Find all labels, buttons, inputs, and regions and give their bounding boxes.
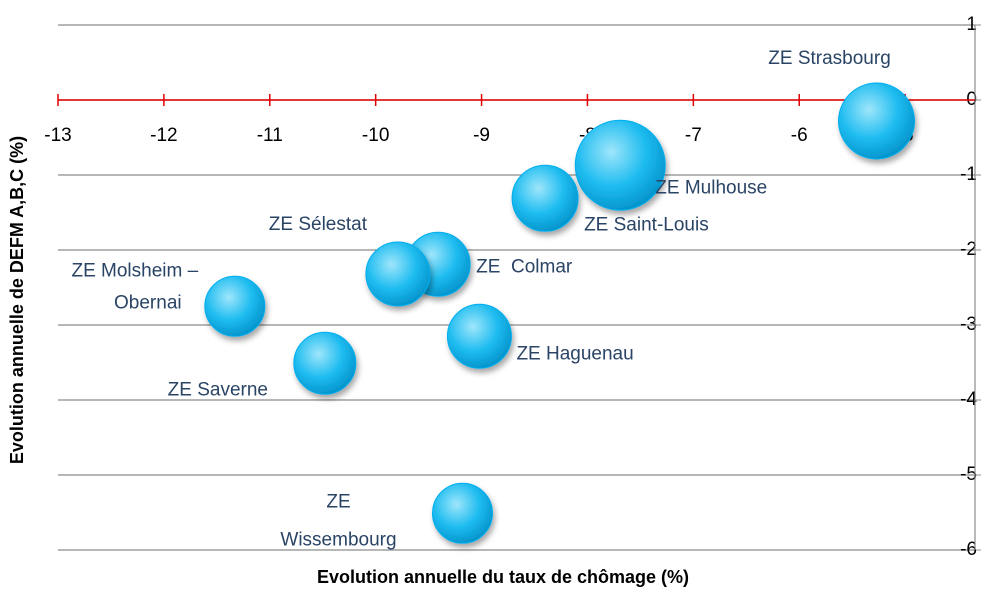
x-tick-label: -6 [791,125,808,146]
bubble-label: ZE Saint-Louis [584,214,709,235]
bubble-label: ZE Colmar [476,256,573,277]
x-tick-label: -9 [473,125,490,146]
bubble [365,241,431,307]
y-tick-label: 1 [966,14,977,35]
x-tick-label: -11 [257,125,283,146]
y-tick-label: -3 [960,314,977,335]
bubble [293,331,357,395]
bubble [574,119,666,211]
x-tick-label: -13 [44,125,71,146]
y-tick-label: -1 [960,164,977,185]
bubble [446,303,512,369]
y-tick-label: -6 [960,539,977,560]
bubble-label: ZE Mulhouse [655,177,767,198]
y-tick-label: -5 [960,464,977,485]
bubble-label: ZE Saverne [168,379,268,400]
y-axis-title: Evolution annuelle de DEFM A,B,C (%) [7,136,27,464]
bubble [204,275,266,337]
bubble-label: Wissembourg [280,529,396,550]
bubble-label: ZE Molsheim – [71,260,198,281]
bubble [511,164,579,232]
x-tick-label: -7 [685,125,702,146]
x-tick-label: -12 [150,125,177,146]
bubble-label: ZE [326,491,350,512]
bubble [431,482,493,544]
bubble-label: ZE Sélestat [269,214,368,235]
bubble-label: ZE Haguenau [516,343,633,364]
bubble-label: ZE Strasbourg [768,48,891,69]
y-tick-label: -2 [960,239,977,260]
x-axis-title: Evolution annuelle du taux de chômage (%… [317,567,689,587]
x-tick-label: -10 [362,125,389,146]
bubble [838,82,916,160]
y-tick-label: -4 [960,389,977,410]
bubble-label: Obernai [114,292,182,313]
